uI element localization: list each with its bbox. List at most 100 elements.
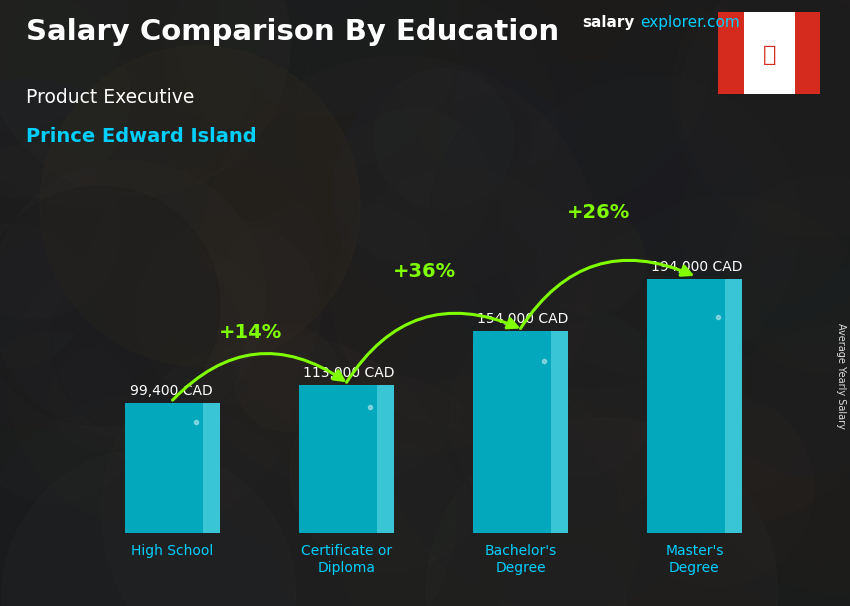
Circle shape	[0, 0, 129, 199]
Text: 99,400 CAD: 99,400 CAD	[129, 384, 212, 398]
Circle shape	[3, 448, 296, 606]
Text: +14%: +14%	[219, 322, 282, 342]
Circle shape	[426, 418, 778, 606]
Circle shape	[388, 262, 735, 606]
Circle shape	[704, 325, 850, 593]
Circle shape	[267, 127, 541, 402]
Circle shape	[453, 16, 749, 312]
Bar	[795, 12, 820, 94]
Circle shape	[275, 441, 484, 606]
Circle shape	[0, 332, 139, 503]
Circle shape	[456, 0, 561, 100]
Circle shape	[52, 247, 243, 439]
Circle shape	[163, 0, 310, 129]
Circle shape	[454, 37, 583, 165]
Circle shape	[0, 224, 86, 367]
Circle shape	[316, 0, 445, 68]
Circle shape	[678, 135, 850, 310]
Bar	[203, 403, 220, 533]
Bar	[725, 279, 742, 533]
Circle shape	[334, 375, 641, 606]
Text: +26%: +26%	[567, 203, 631, 222]
Circle shape	[40, 46, 360, 366]
Text: Product Executive: Product Executive	[26, 88, 194, 107]
Circle shape	[666, 144, 850, 478]
Bar	[473, 331, 569, 533]
Circle shape	[220, 0, 430, 116]
Circle shape	[672, 0, 850, 239]
Circle shape	[711, 406, 796, 490]
Circle shape	[505, 0, 729, 127]
Text: explorer.com: explorer.com	[640, 15, 740, 30]
Circle shape	[723, 175, 850, 373]
Text: 113,000 CAD: 113,000 CAD	[303, 366, 395, 381]
Circle shape	[0, 223, 271, 557]
Circle shape	[490, 255, 747, 511]
Circle shape	[332, 65, 585, 318]
Circle shape	[200, 56, 600, 456]
Circle shape	[500, 76, 800, 376]
Circle shape	[8, 240, 296, 528]
Circle shape	[681, 0, 850, 237]
Circle shape	[188, 176, 307, 295]
Circle shape	[13, 0, 263, 187]
Circle shape	[49, 346, 155, 451]
Text: 🍁: 🍁	[762, 45, 776, 65]
Bar	[647, 279, 742, 533]
Text: Prince Edward Island: Prince Edward Island	[26, 127, 256, 146]
Circle shape	[195, 199, 483, 487]
Text: 194,000 CAD: 194,000 CAD	[651, 260, 743, 274]
Circle shape	[255, 524, 400, 606]
Text: +36%: +36%	[394, 262, 456, 281]
Circle shape	[394, 0, 712, 210]
Circle shape	[374, 69, 514, 210]
Circle shape	[499, 118, 795, 414]
Circle shape	[224, 371, 386, 533]
Circle shape	[176, 0, 461, 172]
Bar	[744, 12, 795, 94]
Circle shape	[0, 161, 265, 436]
Bar	[298, 385, 394, 533]
Circle shape	[101, 335, 456, 606]
Circle shape	[445, 277, 595, 427]
Text: Average Yearly Salary: Average Yearly Salary	[836, 323, 846, 428]
Text: Salary Comparison By Education: Salary Comparison By Education	[26, 18, 558, 46]
Circle shape	[0, 79, 194, 422]
Circle shape	[672, 268, 850, 606]
Circle shape	[0, 0, 128, 131]
Circle shape	[577, 0, 850, 326]
Circle shape	[708, 344, 850, 563]
Circle shape	[502, 90, 683, 271]
Circle shape	[231, 325, 483, 576]
Circle shape	[187, 320, 419, 551]
Circle shape	[140, 172, 327, 359]
Circle shape	[136, 220, 320, 404]
Text: salary: salary	[582, 15, 635, 30]
Bar	[377, 385, 394, 533]
Circle shape	[628, 142, 767, 280]
Circle shape	[502, 438, 706, 606]
Circle shape	[654, 44, 736, 125]
Circle shape	[89, 171, 282, 364]
Circle shape	[277, 76, 421, 220]
Circle shape	[618, 391, 813, 586]
Circle shape	[334, 108, 490, 264]
Circle shape	[0, 394, 318, 606]
Circle shape	[0, 428, 181, 606]
Circle shape	[0, 0, 290, 196]
Circle shape	[758, 216, 850, 370]
Text: 154,000 CAD: 154,000 CAD	[478, 313, 569, 327]
Circle shape	[0, 254, 109, 445]
Circle shape	[436, 0, 537, 62]
Bar	[125, 403, 220, 533]
Circle shape	[0, 186, 220, 426]
Bar	[718, 12, 744, 94]
Circle shape	[332, 168, 590, 427]
Circle shape	[295, 0, 558, 253]
Circle shape	[564, 196, 850, 525]
Circle shape	[318, 147, 536, 365]
Circle shape	[538, 207, 645, 314]
Circle shape	[440, 94, 532, 187]
Circle shape	[705, 264, 850, 411]
Circle shape	[687, 253, 850, 478]
